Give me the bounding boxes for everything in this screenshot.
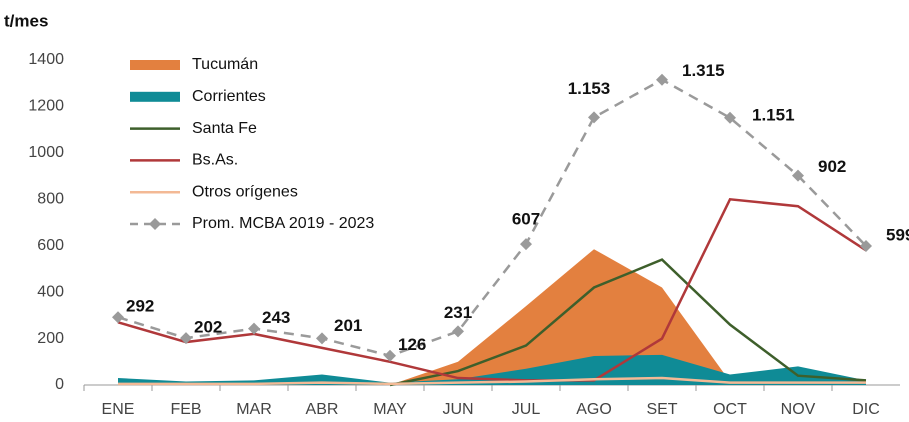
line bbox=[118, 376, 866, 386]
y-axis-title: t/mes bbox=[4, 11, 48, 30]
y-tick-label: 0 bbox=[55, 376, 64, 393]
y-tick-label: 1400 bbox=[28, 51, 64, 68]
marker bbox=[588, 111, 600, 124]
data-label: 202 bbox=[194, 318, 222, 337]
legend-swatch bbox=[130, 60, 180, 70]
y-tick-label: 400 bbox=[37, 283, 64, 300]
x-tick-label: ABR bbox=[306, 401, 339, 418]
legend-swatch bbox=[130, 91, 180, 102]
data-label: 902 bbox=[818, 157, 846, 176]
data-label: 599 bbox=[886, 225, 909, 244]
x-tick-label: JUN bbox=[442, 401, 473, 418]
marker bbox=[316, 332, 328, 345]
x-tick-label: FEB bbox=[170, 401, 201, 418]
data-label: 607 bbox=[512, 210, 540, 229]
data-label: 1.315 bbox=[682, 61, 725, 80]
legend-label: Tucumán bbox=[192, 56, 258, 73]
marker bbox=[248, 322, 260, 335]
y-tick-label: 800 bbox=[37, 191, 64, 208]
data-label: 1.153 bbox=[568, 79, 611, 98]
marker bbox=[520, 238, 532, 251]
marker bbox=[180, 332, 192, 345]
legend-label: Prom. MCBA 2019 - 2023 bbox=[192, 215, 374, 232]
legend-label: Corrientes bbox=[192, 88, 266, 105]
line bbox=[117, 197, 867, 382]
line bbox=[117, 78, 867, 358]
x-tick-label: SET bbox=[646, 401, 677, 418]
area bbox=[118, 249, 866, 385]
x-tick-label: AGO bbox=[576, 401, 612, 418]
marker bbox=[112, 311, 124, 324]
area bbox=[118, 354, 866, 385]
marker bbox=[656, 73, 668, 86]
data-label: 201 bbox=[334, 316, 362, 335]
marker bbox=[384, 349, 396, 362]
y-tick-label: 1200 bbox=[28, 98, 64, 115]
data-label: 126 bbox=[398, 335, 426, 354]
data-label: 231 bbox=[444, 303, 472, 322]
marker bbox=[792, 169, 804, 182]
line bbox=[389, 258, 867, 387]
y-tick-label: 1000 bbox=[28, 144, 64, 161]
legend-label: Bs.As. bbox=[192, 152, 238, 169]
x-tick-label: NOV bbox=[781, 401, 816, 418]
data-label: 292 bbox=[126, 297, 154, 316]
x-tick-label: JUL bbox=[512, 401, 541, 418]
marker bbox=[860, 239, 872, 252]
x-tick-label: OCT bbox=[713, 401, 747, 418]
marker bbox=[452, 325, 464, 338]
legend-label: Santa Fe bbox=[192, 120, 257, 137]
data-label: 1.151 bbox=[752, 105, 795, 124]
legend-label: Otros orígenes bbox=[192, 183, 298, 200]
legend-marker bbox=[149, 218, 161, 230]
x-tick-label: MAR bbox=[236, 401, 272, 418]
x-tick-label: MAY bbox=[373, 401, 407, 418]
marker bbox=[724, 111, 736, 124]
x-tick-label: DIC bbox=[852, 401, 880, 418]
data-label: 243 bbox=[262, 308, 290, 327]
x-tick-label: ENE bbox=[102, 401, 135, 418]
y-tick-label: 600 bbox=[37, 237, 64, 254]
y-tick-label: 200 bbox=[37, 330, 64, 347]
